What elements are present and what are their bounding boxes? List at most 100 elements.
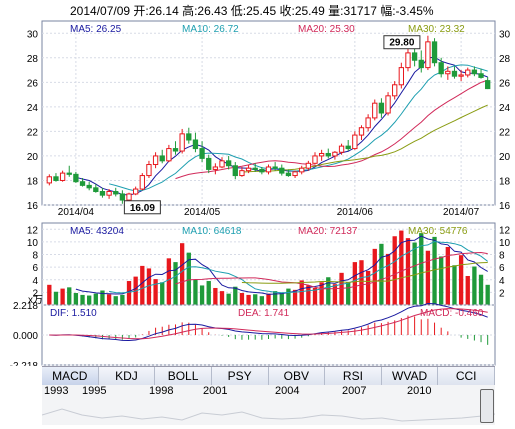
volume-bar — [379, 243, 384, 305]
candle-body — [411, 52, 418, 61]
tab-rsi[interactable]: RSI — [325, 367, 382, 385]
dif-line — [49, 302, 488, 342]
candle-body — [146, 164, 152, 177]
y-tick-label: 0.000 — [13, 331, 38, 342]
candle-body — [418, 59, 424, 69]
tab-kdj[interactable]: KDJ — [98, 367, 156, 385]
volume-bar — [239, 293, 245, 305]
candle-body — [385, 95, 391, 114]
x-tick-label: 2014/07 — [443, 207, 480, 218]
volume-bar — [425, 250, 431, 305]
candle-body — [325, 152, 331, 157]
candle-body — [332, 151, 338, 157]
volume-bar — [246, 294, 251, 305]
candle-body — [46, 176, 52, 184]
legend-label: MA20: 25.30 — [298, 24, 355, 35]
volume-bar — [226, 293, 231, 305]
candle-body — [192, 139, 199, 150]
candle-body — [245, 167, 252, 172]
tab-boll[interactable]: BOLL — [155, 367, 212, 385]
candle-body — [312, 155, 318, 164]
volume-bar — [286, 288, 291, 305]
history-timeline[interactable]: 1993 1995 1998 2001 2004 2007 2010 — [42, 385, 495, 425]
y-tick-label: 22 — [27, 127, 39, 138]
volume-bars — [47, 230, 490, 305]
candle-body — [159, 155, 165, 162]
tab-obv[interactable]: OBV — [268, 367, 326, 385]
high-annotation-box — [383, 35, 421, 50]
y-tick-label: 8 — [499, 251, 505, 262]
ma-line — [108, 64, 488, 192]
volume-bar — [100, 290, 105, 305]
candle-body — [252, 167, 258, 170]
tab-cci[interactable]: CCI — [438, 367, 495, 385]
volume-ma-lines — [75, 235, 489, 295]
timeline-handle[interactable] — [480, 389, 494, 423]
volume-ma-line — [241, 262, 488, 284]
y-tick-label: 30 — [499, 29, 511, 40]
macd-legend: DIF: 1.510 DEA: 1.741 MACD: -0.460 — [50, 308, 484, 319]
candle-body — [465, 69, 471, 76]
candle-body — [139, 175, 145, 190]
candle-body — [318, 152, 325, 157]
y-tick-label: 4 — [499, 276, 505, 287]
volume-bar — [266, 293, 271, 305]
volume-bar — [259, 296, 265, 305]
volume-bar — [439, 256, 444, 305]
candle-body — [212, 166, 219, 170]
volume-bar — [445, 246, 450, 305]
candle-body — [292, 171, 298, 177]
candle-body — [285, 172, 292, 177]
volume-bar — [166, 258, 172, 305]
timeline-year: 2004 — [275, 385, 300, 397]
candle-body — [225, 160, 232, 167]
volume-bar — [319, 282, 324, 305]
y-tick-label: 30 — [27, 29, 39, 40]
tab-macd[interactable]: MACD — [42, 367, 99, 385]
candle-body — [73, 173, 79, 183]
candle-body — [438, 62, 444, 75]
candle-body — [478, 73, 484, 78]
candle-body — [79, 181, 86, 186]
volume-bar — [458, 255, 464, 305]
volume-ma-legend: MA5: 43204 MA10: 64618 MA20: 72137 MA30: 54… — [70, 226, 468, 237]
volume-bar — [346, 282, 351, 305]
volume-bar — [372, 248, 377, 305]
candle-body — [172, 148, 179, 152]
y-tick-label: 28 — [499, 54, 511, 65]
volume-bar — [253, 294, 258, 305]
volume-bar — [326, 277, 331, 305]
candle-body — [126, 193, 132, 201]
y-tick-label: 18 — [499, 176, 511, 187]
volume-unit: x万 — [28, 295, 43, 306]
candle-body — [113, 191, 119, 195]
candle-body — [365, 117, 371, 129]
quote-header: 2014/07/09 开:26.14 高:26.43 低:25.45 收:25.… — [70, 4, 434, 18]
volume-bar — [405, 238, 411, 305]
candle-body — [259, 168, 265, 173]
y-tick-label: 8 — [32, 251, 38, 262]
candle-body — [392, 84, 398, 97]
price-x-axis: 2014/04 2014/05 2014/06 2014/07 — [58, 207, 480, 218]
volume-bar — [179, 243, 185, 305]
volume-bar — [312, 287, 318, 305]
y-tick-label: 20 — [27, 152, 39, 163]
tab-wvad[interactable]: WVAD — [381, 367, 439, 385]
candlestick-series — [46, 35, 491, 204]
macd-lines — [49, 302, 488, 342]
volume-bar — [106, 294, 112, 305]
candle-body — [272, 166, 278, 169]
candle-body — [352, 134, 358, 150]
volume-bar — [47, 284, 52, 305]
legend-label: MA30: 23.32 — [408, 24, 465, 35]
volume-ma-line — [75, 235, 488, 295]
y-tick-label: 26 — [27, 78, 39, 89]
tab-psy[interactable]: PSY — [211, 367, 269, 385]
y-tick-label: 28 — [27, 54, 39, 65]
volume-bar — [352, 262, 358, 305]
volume-bar — [233, 286, 238, 305]
volume-bar — [87, 295, 92, 305]
volume-bar — [206, 281, 211, 305]
